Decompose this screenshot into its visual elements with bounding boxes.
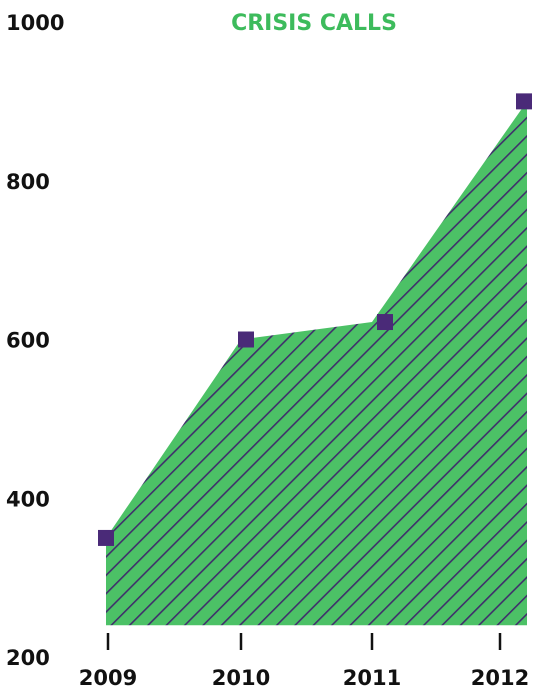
data-point-marker [238,331,254,348]
y-tick-label: 800 [6,170,50,194]
y-tick-label: 600 [6,329,50,353]
x-tick-label: 2009 [79,666,137,690]
chart-title: CRISIS CALLS [231,11,397,36]
data-point-marker [377,314,393,331]
y-axis: 1000 800 600 400 200 [6,11,64,670]
y-tick-label: 1000 [6,11,64,35]
x-axis: 2009 2010 2011 2012 [79,633,529,690]
y-tick-label: 400 [6,487,50,511]
x-tick-label: 2012 [471,666,529,690]
data-markers [98,93,532,546]
x-tick-label: 2011 [343,666,401,690]
data-point-marker [516,93,532,110]
y-tick-label: 200 [6,646,50,670]
data-point-marker [98,529,114,546]
area-series [106,101,527,626]
x-tick-label: 2010 [212,666,270,690]
